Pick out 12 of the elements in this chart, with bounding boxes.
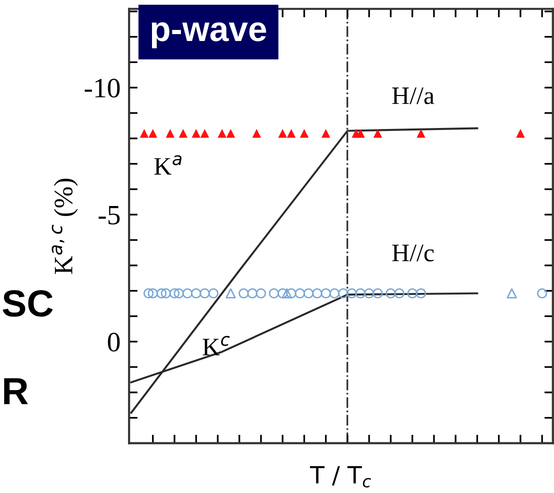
y-axis-title: K$^{a,c}$ (%) [52,178,78,274]
annotation: p-wave [152,22,266,48]
annotation: K$^{c}$ [202,336,230,356]
annotation: H//a [392,87,434,104]
text: R [4,378,28,404]
x-axis-title: T / T$_{c}$ [310,466,371,488]
annotation: K$^{a}$ [154,155,182,175]
y-tick-label: -10 [84,78,120,98]
y-tick-label: 0 [108,332,120,352]
annotation: H//c [392,244,434,262]
y-tick-label: -5 [98,206,120,225]
text: SC [2,290,53,317]
